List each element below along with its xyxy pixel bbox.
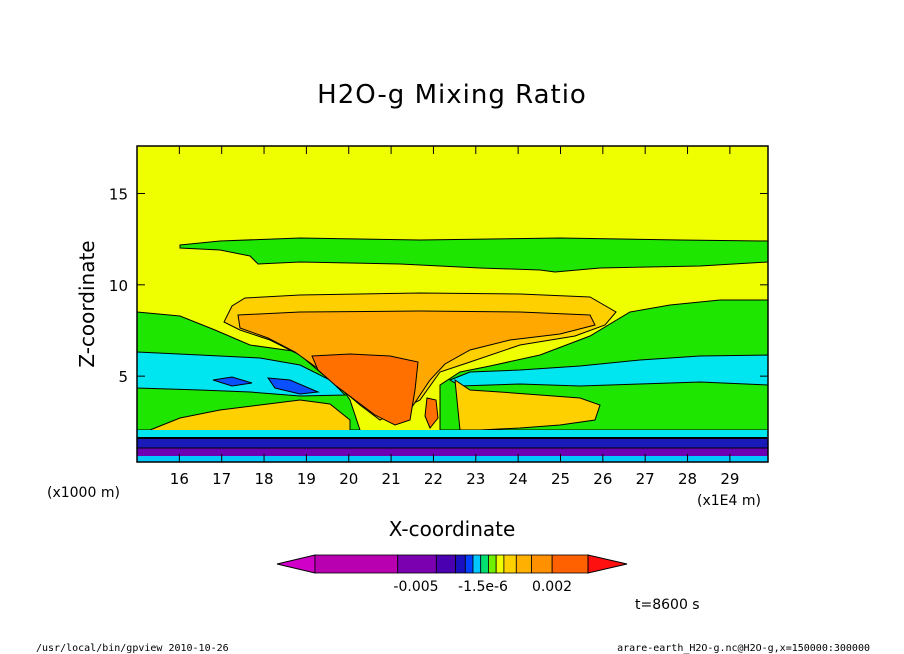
colorbar-segment [480, 554, 489, 574]
x-tick-label: 22 [424, 470, 443, 488]
bottom-blue-layer [137, 438, 768, 448]
colorbar [276, 554, 628, 574]
colorbar-label-high: 0.002 [532, 579, 572, 595]
x-tick-label: 23 [466, 470, 485, 488]
plot-frame [136, 145, 769, 463]
footer-left: /usr/local/bin/gpview 2010-10-26 [36, 643, 229, 654]
bottom-purple-layer [137, 448, 768, 456]
y-tick-label: 5 [118, 368, 128, 386]
colorbar-label-low: -0.005 [393, 579, 438, 595]
core-dark-orange [311, 353, 419, 426]
colorbar-segment [397, 554, 437, 574]
colorbar-segment [464, 554, 474, 574]
blue-lens-center [266, 377, 320, 395]
x-unit-right: (x1E4 m) [697, 493, 761, 509]
x-axis-ticks: 16 17 18 19 20 21 22 23 24 25 26 27 28 29 [170, 146, 739, 488]
x-tick-label: 28 [678, 470, 697, 488]
y-axis-ticks: 5 10 15 [109, 185, 768, 386]
x-axis-title: X-coordinate [389, 517, 516, 541]
x-tick-label: 24 [509, 470, 528, 488]
colorbar-segment [515, 554, 532, 574]
core-cell-small [424, 397, 439, 429]
y-tick-label: 15 [109, 185, 128, 203]
time-label: t=8600 s [635, 597, 700, 613]
x-tick-label: 27 [636, 470, 655, 488]
colorbar-segment [455, 554, 466, 574]
x-tick-label: 25 [551, 470, 570, 488]
colorbar-labels: -0.005 -1.5e-6 0.002 [393, 579, 572, 595]
colorbar-segment [314, 554, 399, 574]
y-tick-label: 10 [109, 277, 128, 295]
colorbar-segment [531, 554, 553, 574]
x-tick-label: 20 [339, 470, 358, 488]
colorbar-segment [503, 554, 517, 574]
upper-green-band [179, 237, 768, 273]
chart-title: H2O-g Mixing Ratio [317, 80, 587, 110]
blue-lens-left [212, 376, 253, 387]
colorbar-segment [495, 554, 505, 574]
bottom-surface-layer [137, 456, 768, 462]
colorbar-label-mid: -1.5e-6 [458, 579, 508, 595]
colorbar-segment [488, 554, 497, 574]
x-tick-label: 21 [382, 470, 401, 488]
colorbar-segment [551, 554, 589, 574]
colorbar-segment [435, 554, 457, 574]
x-tick-label: 16 [170, 470, 189, 488]
plot-area [137, 146, 768, 462]
x-tick-label: 17 [212, 470, 231, 488]
colorbar-arrow-high [587, 554, 628, 574]
x-tick-label: 29 [720, 470, 739, 488]
x-tick-label: 18 [255, 470, 274, 488]
colorbar-segment [472, 554, 482, 574]
bottom-cyan-layer [137, 430, 768, 438]
x-tick-label: 26 [593, 470, 612, 488]
footer-right: arare-earth_H2O-g.nc@H2O-g,x=150000:3000… [617, 643, 870, 654]
x-tick-label: 19 [297, 470, 316, 488]
x-unit-left: (x1000 m) [47, 485, 120, 501]
y-axis-title: Z-coordinate [75, 240, 99, 367]
colorbar-arrow-low [276, 554, 316, 574]
